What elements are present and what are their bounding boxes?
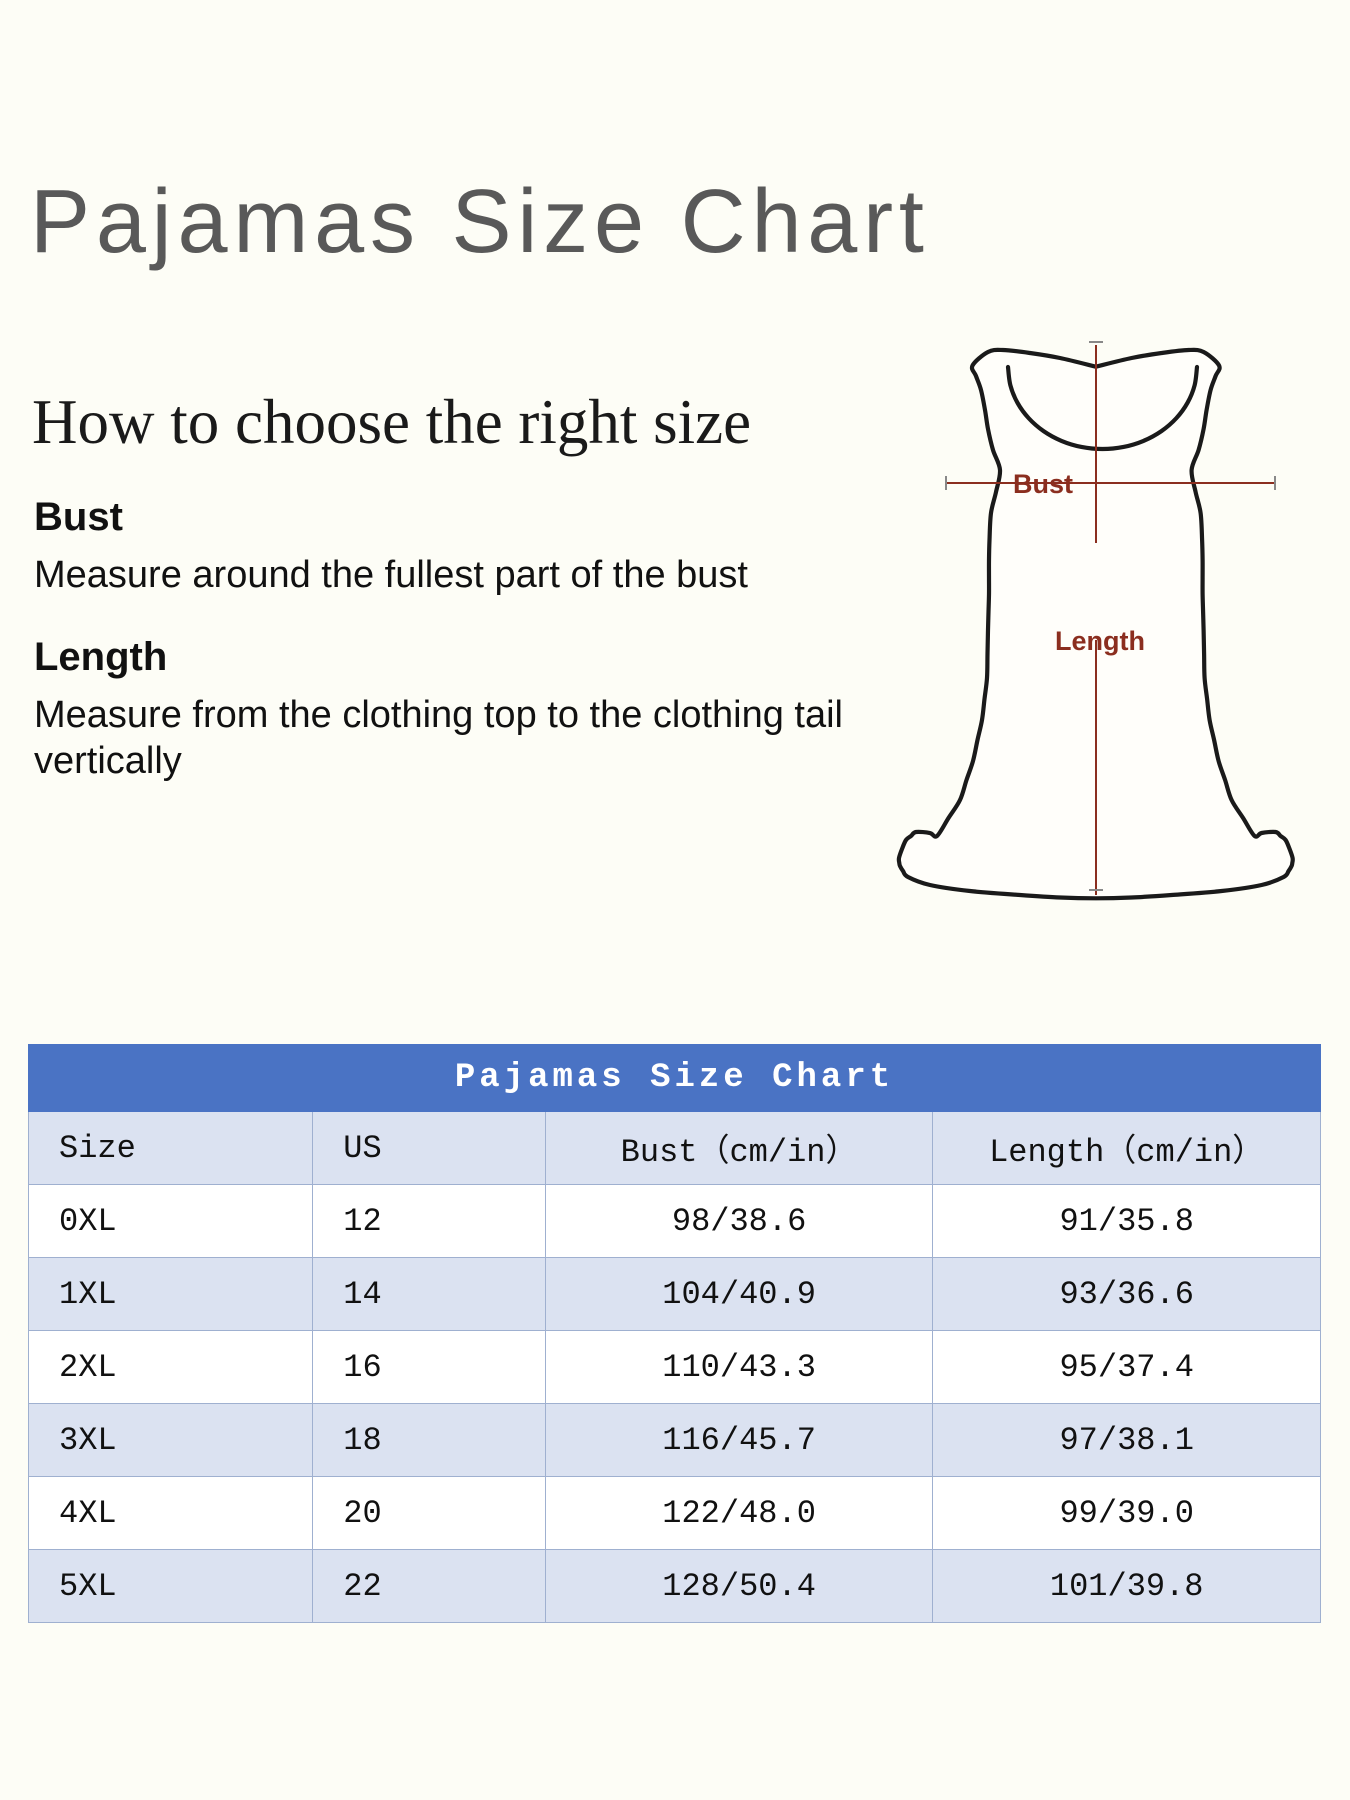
svg-text:Bust: Bust <box>1013 469 1073 499</box>
svg-text:Length: Length <box>1055 626 1145 656</box>
